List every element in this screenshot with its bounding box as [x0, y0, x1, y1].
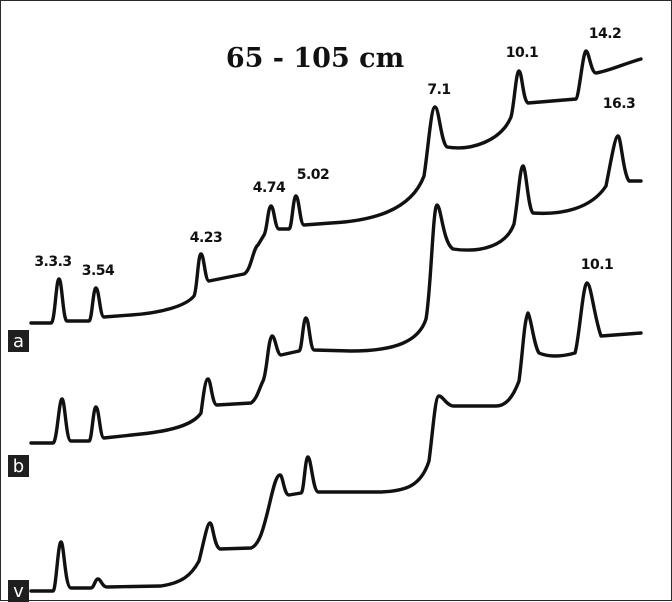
panel-label-box	[8, 580, 29, 602]
peak-point	[270, 334, 274, 338]
peak-point	[294, 194, 298, 198]
panel-label-box	[8, 455, 29, 477]
peak-point	[616, 134, 620, 138]
peak-label: 16.3	[603, 96, 636, 112]
peak-label: 7.1	[427, 82, 450, 98]
peak-point	[306, 455, 310, 459]
peak-point	[94, 405, 98, 409]
peak-label: 14.2	[589, 26, 622, 42]
peak-label: 4.23	[190, 230, 223, 246]
chart-title: 65 - 105 cm	[226, 43, 404, 74]
series-line-v	[29, 281, 643, 593]
panel-label-box	[8, 330, 29, 352]
peak-point	[526, 311, 530, 315]
series-v: 10.1	[29, 257, 643, 593]
peak-label: 10.1	[506, 45, 539, 61]
peak-point	[96, 577, 100, 581]
series-line-a	[29, 49, 643, 325]
series-a: 3.3.3 3.54 4.23 4.74 5.02 7.1 10.1 14.2	[29, 26, 643, 325]
peak-point	[433, 105, 437, 109]
peak-point	[278, 473, 282, 477]
peak-point	[584, 49, 588, 53]
peak-point	[585, 281, 589, 285]
panel-label: a	[13, 331, 24, 352]
peak-point	[208, 521, 212, 525]
series-line-b	[29, 134, 643, 445]
peak-point	[517, 69, 521, 73]
peak-point	[60, 397, 64, 401]
peak-point	[437, 394, 441, 398]
peak-label: 3.54	[82, 263, 115, 279]
peak-point	[57, 277, 61, 281]
peak-point	[269, 204, 273, 208]
panel-label: b	[13, 456, 24, 477]
peak-point	[304, 316, 308, 320]
peak-label: 4.74	[253, 180, 286, 196]
peak-point	[206, 377, 210, 381]
peak-point	[521, 164, 525, 168]
peak-label: 10.1	[581, 257, 614, 273]
peak-point	[94, 286, 98, 290]
peak-point	[199, 252, 203, 256]
peak-label: 5.02	[297, 167, 330, 183]
peak-point	[435, 203, 439, 207]
peak-label: 3.3.3	[34, 254, 71, 270]
peak-point	[59, 540, 63, 544]
series-b: 16.3	[29, 96, 643, 445]
panel-label: v	[13, 581, 24, 602]
